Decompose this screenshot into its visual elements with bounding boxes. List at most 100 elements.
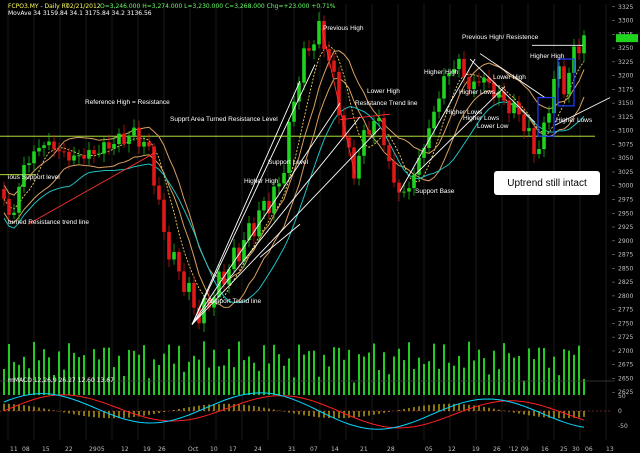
volume-bar (38, 360, 40, 395)
candle-body (322, 20, 326, 49)
macd-histogram-bar (468, 404, 470, 411)
macd-histogram-bar (78, 411, 80, 416)
candle-body (372, 120, 376, 135)
macd-histogram-bar (123, 411, 125, 418)
macd-histogram-bar (118, 411, 120, 419)
date-tick-label: 16 (541, 446, 549, 453)
candle-body (142, 141, 146, 147)
volume-bar (528, 348, 530, 395)
macd-histogram-bar (533, 411, 535, 417)
support-trend-fan-line (191, 80, 301, 325)
candle-body (402, 191, 406, 193)
volume-bar (73, 352, 75, 395)
header-date: 02/21/2012 (66, 3, 101, 10)
macd-histogram-bar (323, 411, 325, 418)
volume-bar (583, 378, 585, 395)
annotation-label: Support Level (268, 159, 309, 166)
volume-bar (103, 347, 105, 395)
lower-high-trend-line (479, 53, 546, 98)
candle-body (37, 147, 41, 152)
macd-histogram-bar (583, 411, 585, 417)
macd-histogram-bar (338, 411, 340, 419)
candle-body (512, 102, 516, 114)
date-tick-label: 11 (10, 446, 18, 453)
volume-bar (88, 381, 90, 395)
candle-body (532, 128, 536, 154)
volume-bar (458, 355, 460, 395)
candle-body (442, 76, 446, 99)
macd-histogram-bar (523, 411, 525, 415)
volume-bar (493, 350, 495, 395)
volume-bar (383, 352, 385, 395)
candle-body (297, 82, 301, 102)
macd-histogram-bar (378, 411, 380, 414)
macd-histogram-bar (553, 411, 555, 419)
candle-body (252, 223, 256, 237)
macd-histogram-bar (243, 404, 245, 411)
volume-bar (473, 360, 475, 395)
volume-bar (558, 375, 560, 395)
header-macd: mMACD 12,26,9 26.27 12.60 13.67 (8, 377, 114, 384)
volume-bar (488, 374, 490, 395)
candle-body (477, 81, 481, 83)
date-tick-label: 29 (89, 446, 97, 453)
candle-body (422, 147, 426, 158)
candle-body (87, 150, 91, 159)
candle-body (137, 127, 141, 147)
volume-bar (343, 359, 345, 395)
volume-bar (478, 349, 480, 395)
annotation-label: turned Resistance trend line (8, 219, 89, 226)
macd-histogram-bar (188, 407, 190, 411)
macd-histogram-bar (103, 411, 105, 419)
macd-histogram-bar (213, 404, 215, 411)
header-symbol: FCPO3.MY - Daily RT (8, 3, 70, 10)
candle-body (52, 141, 56, 150)
candle-body (177, 252, 181, 272)
candle-body (552, 78, 556, 114)
candle-body (492, 82, 496, 98)
macd-histogram-bar (463, 404, 465, 411)
macd-histogram-bar (313, 411, 315, 417)
breakout-box (557, 58, 575, 107)
macd-histogram-bar (233, 403, 235, 411)
macd-histogram-bar (333, 411, 335, 419)
candle-body (582, 35, 586, 54)
price-tick-label: 2925 (618, 224, 633, 231)
macd-histogram-bar (513, 411, 515, 413)
annotation-label: ious Support level (8, 174, 60, 181)
date-tick-label: 26 (158, 446, 166, 453)
macd-histogram-bar (13, 404, 15, 411)
annotation-label: Lower High (367, 88, 400, 95)
date-tick-label: 19 (143, 446, 151, 453)
volume-bar (8, 343, 10, 395)
volume-bar (163, 353, 165, 395)
candle-body (222, 271, 226, 285)
volume-bar (288, 358, 290, 395)
candle-body (317, 20, 321, 45)
candle-body (132, 127, 136, 136)
volume-bar (298, 344, 300, 395)
macd-histogram-bar (413, 407, 415, 411)
macd-histogram-bar (268, 408, 270, 411)
volume-bar (23, 356, 25, 395)
macd-histogram-bar (23, 405, 25, 411)
candle-body (82, 155, 86, 159)
highlight-boxes (537, 58, 575, 137)
candle-body (262, 200, 266, 211)
volume-bar (398, 348, 400, 395)
candle-body (522, 114, 526, 132)
volume-bar (188, 361, 190, 395)
macd-histogram-bar (203, 404, 205, 411)
price-tick-label: 2775 (618, 307, 633, 314)
candle-body (567, 72, 571, 95)
date-tick-label: 09 (521, 446, 529, 453)
candle-body (22, 165, 26, 187)
price-tick-label: 2950 (618, 210, 633, 217)
date-tick-label: 19 (472, 446, 480, 453)
macd-histogram-bar (53, 410, 55, 411)
macd-histogram-bar (38, 407, 40, 411)
volume-bar (33, 341, 35, 395)
volume-bar (18, 364, 20, 395)
candle-body (302, 48, 306, 83)
candle-body (507, 100, 511, 114)
